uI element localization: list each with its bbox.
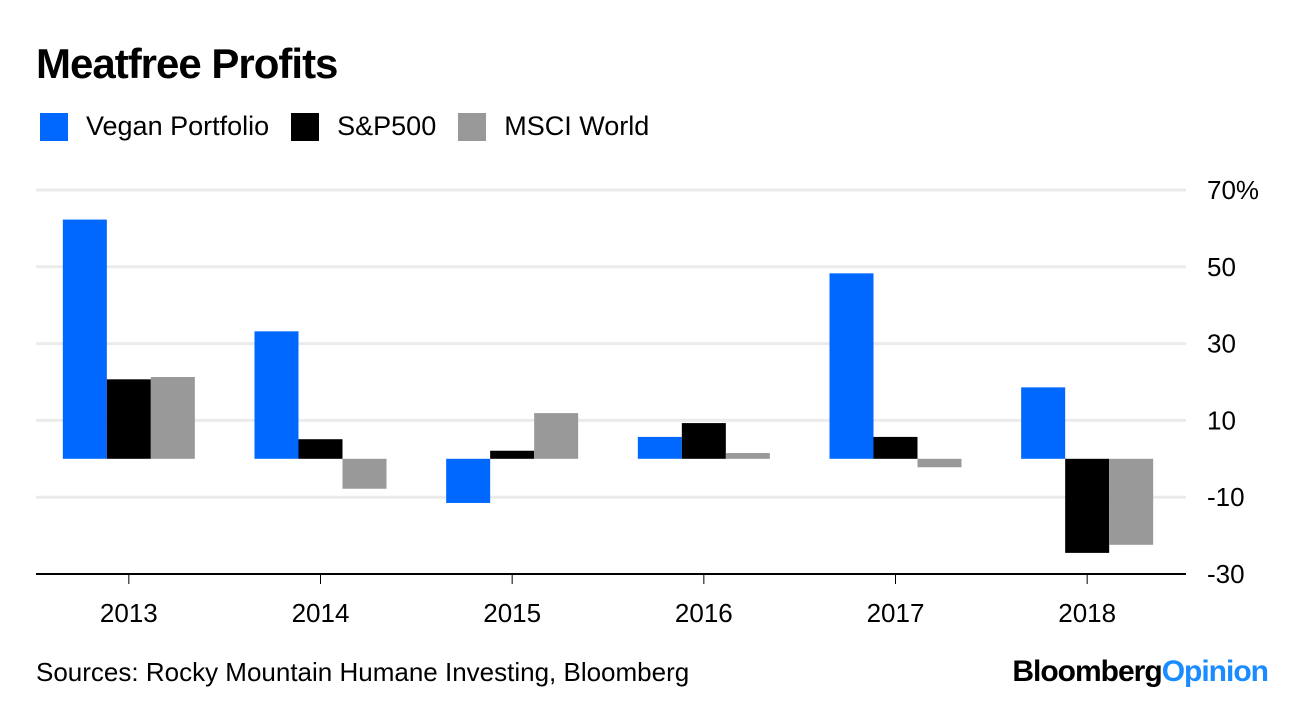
bar-msci-world-2016 <box>725 453 770 459</box>
bar-msci-world-2014 <box>342 458 387 489</box>
x-tick-label: 2016 <box>675 598 733 628</box>
bar-vegan-portfolio-2013 <box>62 219 107 459</box>
y-tick-label: -10 <box>1207 482 1245 512</box>
x-tick-label: 2015 <box>483 598 541 628</box>
bar-msci-world-2013 <box>150 377 195 459</box>
y-tick-label: 10 <box>1207 405 1236 435</box>
legend-label-msci: MSCI World <box>504 111 650 141</box>
legend-swatch-msci <box>458 112 487 141</box>
y-tick-label: 70% <box>1207 175 1259 205</box>
bar-msci-world-2017 <box>917 458 962 468</box>
legend-swatch-sp500 <box>291 112 320 141</box>
bar-s-p500-2014 <box>298 439 343 459</box>
bar-s-p500-2016 <box>681 423 726 459</box>
chart-title: Meatfree Profits <box>36 40 338 87</box>
legend-label-vegan: Vegan Portfolio <box>86 111 270 141</box>
x-tick-label: 2017 <box>867 598 925 628</box>
bar-s-p500-2017 <box>873 436 918 459</box>
legend-label-sp500: S&P500 <box>337 111 437 141</box>
brand-opinion: Opinion <box>1161 655 1269 688</box>
legend-item-vegan: Vegan Portfolio <box>40 111 269 142</box>
bar-s-p500-2015 <box>490 450 535 459</box>
bar-vegan-portfolio-2016 <box>637 436 682 459</box>
bars <box>62 219 1154 553</box>
bar-vegan-portfolio-2014 <box>254 331 299 459</box>
x-tick-label: 2014 <box>292 598 350 628</box>
axes: 70% 50 30 10 -10 -30 2013 2014 2015 2016 2017 2018 <box>36 175 1259 628</box>
bar-vegan-portfolio-2018 <box>1021 387 1066 459</box>
legend-item-msci: MSCI World <box>458 111 649 142</box>
y-tick-label: 50 <box>1207 252 1236 282</box>
y-tick-label: -30 <box>1207 559 1245 589</box>
bar-vegan-portfolio-2017 <box>829 273 874 459</box>
legend-item-sp500: S&P500 <box>291 111 436 142</box>
bar-s-p500-2013 <box>106 379 151 459</box>
y-tick-label: 30 <box>1207 329 1236 359</box>
bar-msci-world-2018 <box>1109 458 1154 545</box>
bar-msci-world-2015 <box>534 413 579 459</box>
bar-vegan-portfolio-2015 <box>446 458 491 503</box>
x-tick-label: 2018 <box>1058 598 1116 628</box>
gridlines <box>36 188 1186 499</box>
brand-logo: BloombergOpinion <box>1012 655 1269 689</box>
x-tick-label: 2013 <box>100 598 158 628</box>
legend: Vegan Portfolio S&P500 MSCI World <box>40 111 671 142</box>
legend-swatch-vegan <box>40 112 68 141</box>
brand-bloomberg: Bloomberg <box>1012 655 1162 688</box>
bar-s-p500-2018 <box>1065 458 1110 553</box>
sources-note: Sources: Rocky Mountain Humane Investing… <box>36 657 690 687</box>
